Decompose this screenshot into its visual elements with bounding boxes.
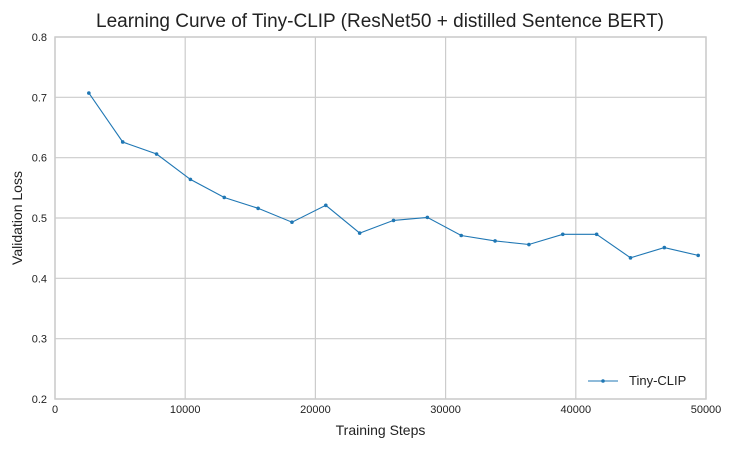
data-point bbox=[493, 239, 497, 243]
data-point bbox=[527, 242, 531, 247]
data-point bbox=[154, 152, 159, 156]
data-point bbox=[391, 218, 396, 223]
data-point bbox=[324, 203, 328, 208]
y-tick-label: 0.6 bbox=[32, 153, 47, 165]
x-tick-label: 50000 bbox=[691, 404, 722, 416]
series-layer bbox=[87, 91, 700, 260]
data-point bbox=[222, 195, 227, 200]
data-point bbox=[628, 256, 633, 260]
legend-label: Tiny-CLIP bbox=[629, 373, 686, 388]
data-point bbox=[290, 220, 294, 225]
x-tick-label: 40000 bbox=[561, 404, 592, 416]
x-tick-label: 10000 bbox=[170, 404, 201, 416]
series-line bbox=[88, 92, 699, 259]
data-point bbox=[87, 91, 91, 95]
data-point bbox=[560, 232, 565, 237]
data-point bbox=[662, 245, 667, 250]
chart-title: Learning Curve of Tiny-CLIP (ResNet50 + … bbox=[96, 11, 664, 32]
data-point bbox=[357, 231, 362, 235]
y-tick-label: 0.7 bbox=[32, 92, 47, 104]
data-point bbox=[120, 140, 125, 144]
y-tick-label: 0.3 bbox=[32, 334, 47, 346]
legend: Tiny-CLIP bbox=[588, 373, 686, 388]
x-tick-label: 20000 bbox=[300, 404, 331, 416]
data-point bbox=[594, 232, 599, 237]
data-point bbox=[188, 177, 193, 182]
data-point bbox=[425, 215, 430, 220]
y-tick-label: 0.5 bbox=[32, 213, 47, 225]
x-axis-label: Training Steps bbox=[336, 422, 426, 438]
y-axis-label: Validation Loss bbox=[9, 171, 25, 265]
y-tick-label: 0.2 bbox=[32, 394, 47, 406]
data-point bbox=[459, 233, 464, 238]
data-point bbox=[256, 206, 260, 211]
grid-lines bbox=[54, 36, 707, 400]
x-tick-label: 30000 bbox=[430, 404, 461, 416]
data-point bbox=[696, 253, 700, 258]
legend-marker bbox=[601, 379, 605, 383]
tick-labels: 0 10000 20000 30000 40000 50000 0.2 0.3 0.4 0.5 0.… bbox=[32, 32, 722, 416]
plot-frame bbox=[54, 36, 707, 400]
y-tick-label: 0.4 bbox=[32, 273, 47, 285]
y-tick-label: 0.8 bbox=[32, 32, 47, 44]
x-tick-label: 0 bbox=[52, 404, 58, 416]
